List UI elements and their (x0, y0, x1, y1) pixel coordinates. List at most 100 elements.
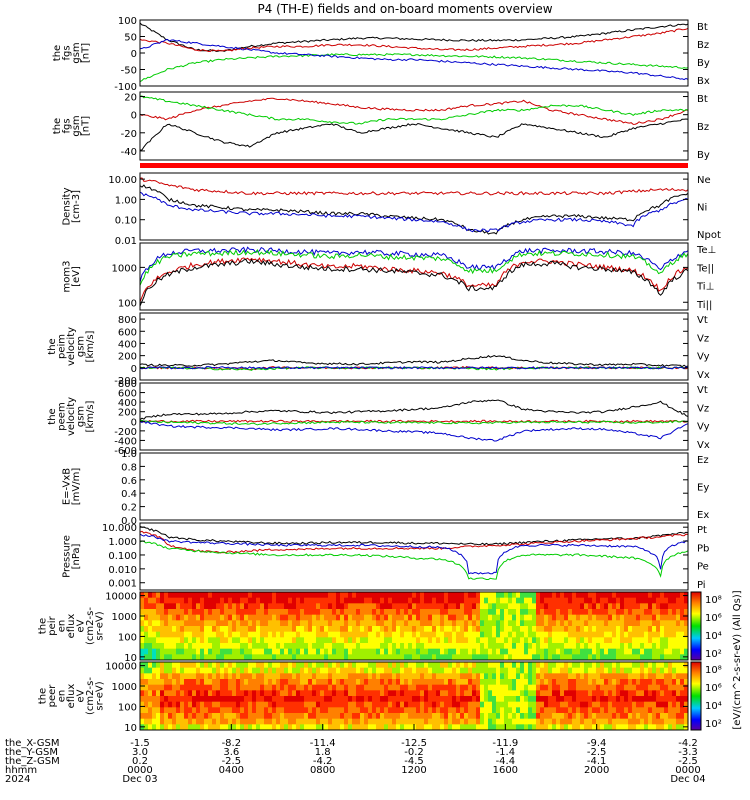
spectrogram-cell (516, 707, 521, 714)
spectrogram-cell (652, 643, 657, 650)
spectrogram-cell (224, 707, 229, 714)
spectrogram-cell (456, 620, 461, 627)
spectrogram-cell (684, 679, 689, 686)
legend-ni: Ni (697, 203, 707, 214)
spectrogram-cell (468, 609, 473, 616)
spectrogram-cell (392, 648, 397, 655)
spectrogram-cell (252, 662, 257, 669)
spectrogram-cell (184, 648, 189, 655)
spectrogram-cell (252, 592, 257, 599)
spectrogram-cell (488, 648, 493, 655)
spectrogram-cell (236, 667, 241, 674)
spectrogram-cell (412, 597, 417, 604)
spectrogram-cell (200, 614, 205, 621)
spectrogram-cell (184, 643, 189, 650)
spectrogram-cell (276, 603, 281, 610)
spectrogram-cell (160, 631, 165, 638)
spectrogram-cell (368, 679, 373, 686)
spectrogram-cell (568, 620, 573, 627)
spectrogram-cell (540, 724, 545, 731)
spectrogram-cell (312, 648, 317, 655)
spectrogram-cell (636, 713, 641, 720)
spectrogram-cell (600, 631, 605, 638)
spectrogram-cell (188, 609, 193, 616)
spectrogram-cell (648, 597, 653, 604)
spectrogram-cell (640, 643, 645, 650)
spectrogram-cell (384, 603, 389, 610)
spectrogram-cell (664, 614, 669, 621)
spectrogram-cell (140, 724, 145, 731)
spectrogram-cell (600, 673, 605, 680)
spectrogram-cell (244, 724, 249, 731)
spectrogram-cell (464, 679, 469, 686)
spectrogram-cell (244, 614, 249, 621)
spectrogram-cell (400, 614, 405, 621)
spectrogram-cell (420, 614, 425, 621)
spectrogram-cell (400, 701, 405, 708)
spectrogram-cell (640, 713, 645, 720)
spectrogram-cell (600, 614, 605, 621)
spectrogram-cell (636, 592, 641, 599)
spectrogram-cell (496, 684, 501, 691)
spectrogram-cell (256, 713, 261, 720)
spectrogram-cell (548, 662, 553, 669)
spectrogram-cell (292, 690, 297, 697)
spectrogram-cell (544, 667, 549, 674)
spectrogram-cell (468, 631, 473, 638)
spectrogram-cell (384, 718, 389, 725)
spectrogram-cell (644, 620, 649, 627)
spectrogram-cell (456, 707, 461, 714)
spectrogram-cell (400, 637, 405, 644)
spectrogram-cell (516, 713, 521, 720)
spectrogram-cell (388, 609, 393, 616)
spectrogram-cell (228, 654, 233, 661)
spectrogram-cell (304, 620, 309, 627)
spectrogram-cell (284, 724, 289, 731)
colorbar-tick-label: 10² (705, 649, 722, 660)
spectrogram-cell (580, 696, 585, 703)
spectrogram-cell (648, 603, 653, 610)
spectrogram-cell (204, 713, 209, 720)
spectrogram-cell (240, 713, 245, 720)
spectrogram-cell (684, 701, 689, 708)
spectrogram-cell (648, 690, 653, 697)
spectrogram-cell (384, 592, 389, 599)
spectrogram-cell (288, 597, 293, 604)
spectrogram-cell (204, 592, 209, 599)
spectrogram-cell (528, 620, 533, 627)
spectrogram-cell (512, 637, 517, 644)
spectrogram-cell (268, 592, 273, 599)
spectrogram-cell (432, 713, 437, 720)
spectrogram-cell (616, 592, 621, 599)
spectrogram-cell (388, 724, 393, 731)
spectrogram-cell (452, 626, 457, 633)
legend-pi: Pi (697, 580, 706, 591)
spectrogram-cell (496, 690, 501, 697)
spectrogram-cell (372, 690, 377, 697)
spectrogram-cell (164, 603, 169, 610)
spectrogram-cell (380, 724, 385, 731)
spectrogram-cell (308, 631, 313, 638)
spectrogram-cell (348, 637, 353, 644)
spectrogram-cell (540, 609, 545, 616)
spectrogram-cell (620, 684, 625, 691)
spectrogram-cell (596, 684, 601, 691)
spectrogram-cell (192, 654, 197, 661)
spectrogram-cell (472, 667, 477, 674)
spectrogram-cell (588, 592, 593, 599)
spectrogram-cell (160, 690, 165, 697)
spectrogram-cell (308, 609, 313, 616)
spectrogram-cell (660, 637, 665, 644)
spectrogram-cell (632, 603, 637, 610)
spectrogram-cell (324, 631, 329, 638)
spectrogram-cell (400, 609, 405, 616)
spectrogram-cell (444, 643, 449, 650)
spectrogram-cell (612, 626, 617, 633)
spectrogram-cell (232, 718, 237, 725)
spectrogram-cell (608, 592, 613, 599)
spectrogram-cell (236, 713, 241, 720)
spectrogram-cell (244, 667, 249, 674)
spectrogram-cell (140, 684, 145, 691)
spectrogram-cell (664, 696, 669, 703)
spectrogram-cell (352, 696, 357, 703)
